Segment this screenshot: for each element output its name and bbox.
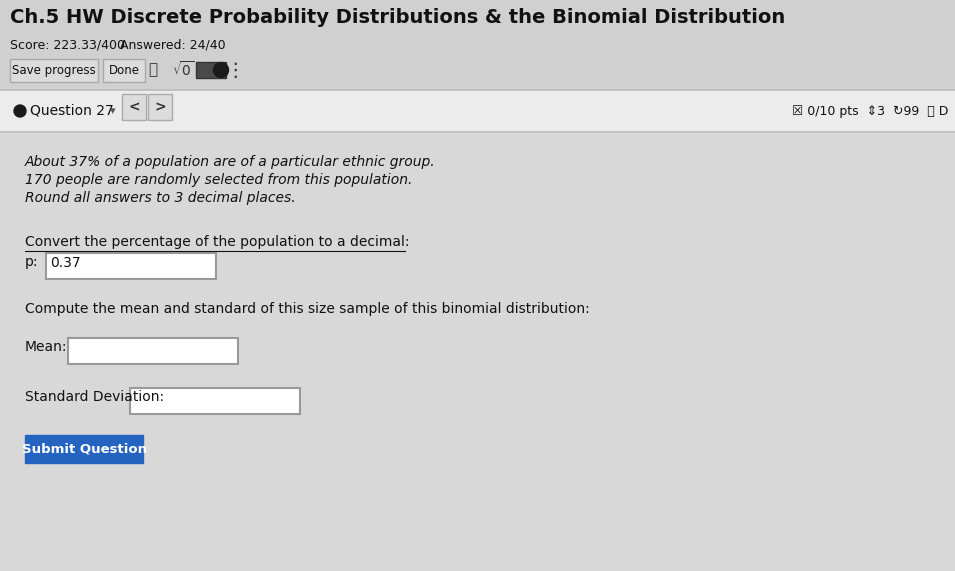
Text: Score: 223.33/400: Score: 223.33/400 [10,38,125,51]
Text: p:: p: [25,255,38,269]
Text: 170 people are randomly selected from this population.: 170 people are randomly selected from th… [25,173,413,187]
FancyBboxPatch shape [148,94,172,120]
Circle shape [214,62,228,78]
Text: Save progress: Save progress [12,64,96,77]
Circle shape [14,105,26,117]
FancyBboxPatch shape [0,0,955,90]
FancyBboxPatch shape [46,253,216,279]
FancyBboxPatch shape [0,55,955,90]
Text: ▾: ▾ [110,106,116,116]
Text: Mean:: Mean: [25,340,68,354]
FancyBboxPatch shape [68,338,238,364]
Text: Convert the percentage of the population to a decimal:: Convert the percentage of the population… [25,235,410,249]
FancyBboxPatch shape [25,435,143,463]
Text: 🖨: 🖨 [148,62,158,78]
Text: <: < [128,100,139,114]
Text: Done: Done [109,64,139,77]
Text: ☒ 0/10 pts  ⇕3  ↻99  Ⓘ D: ☒ 0/10 pts ⇕3 ↻99 Ⓘ D [792,104,948,118]
Text: Question 27: Question 27 [30,104,114,118]
FancyBboxPatch shape [196,62,226,78]
FancyBboxPatch shape [122,94,146,120]
FancyBboxPatch shape [0,132,955,571]
Text: About 37% of a population are of a particular ethnic group.: About 37% of a population are of a parti… [25,155,435,169]
Text: $\sqrt{0}$: $\sqrt{0}$ [172,61,194,79]
Text: Standard Deviation:: Standard Deviation: [25,390,164,404]
FancyBboxPatch shape [10,59,98,82]
Text: Submit Question: Submit Question [22,443,146,456]
FancyBboxPatch shape [130,388,300,414]
Text: Answered: 24/40: Answered: 24/40 [120,38,225,51]
Text: 0.37: 0.37 [50,256,80,270]
FancyBboxPatch shape [0,90,955,132]
Text: ⋮: ⋮ [225,61,244,79]
Text: Ch.5 HW Discrete Probability Distributions & the Binomial Distribution: Ch.5 HW Discrete Probability Distributio… [10,8,785,27]
Text: Compute the mean and standard of this size sample of this binomial distribution:: Compute the mean and standard of this si… [25,302,590,316]
Text: Round all answers to 3 decimal places.: Round all answers to 3 decimal places. [25,191,296,205]
Text: >: > [154,100,166,114]
FancyBboxPatch shape [103,59,145,82]
